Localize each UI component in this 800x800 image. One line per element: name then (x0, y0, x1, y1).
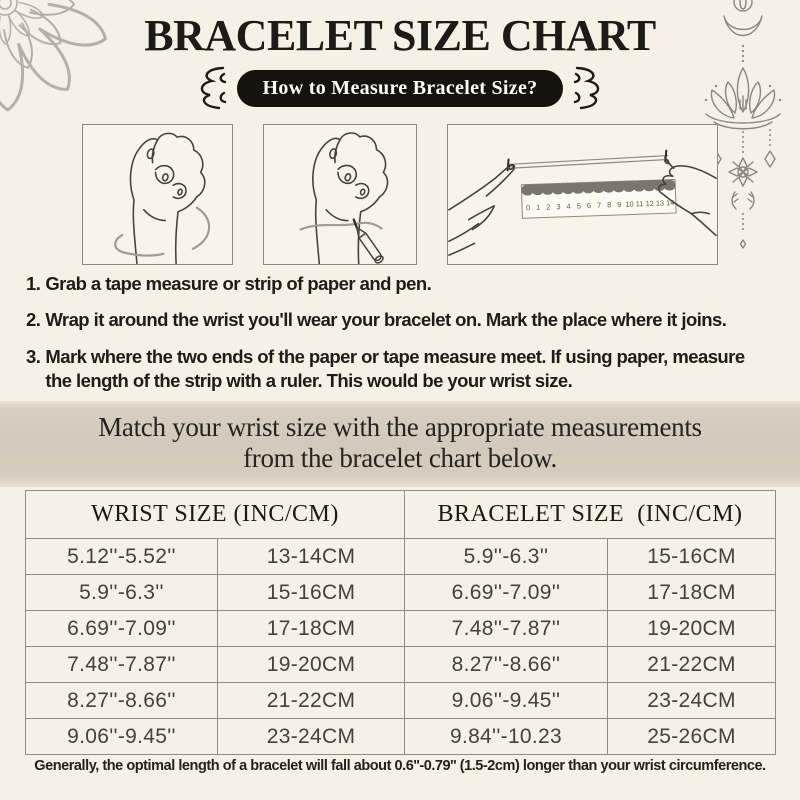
table-cell: 21-22CM (217, 682, 405, 719)
table-cell: 7.48''-7.87'' (404, 610, 608, 647)
svg-text:8: 8 (607, 200, 611, 209)
step-3: 3. Mark where the two ends of the paper … (26, 345, 770, 394)
table-cell: 6.69''-7.09'' (404, 574, 608, 611)
table-cell: 9.06''-9.45'' (404, 682, 608, 719)
step-2: 2. Wrap it around the wrist you'll wear … (26, 308, 770, 332)
table-row: 6.69''-7.09'' 17-18CM 7.48''-7.87'' 19-2… (25, 610, 776, 647)
step-number: 3. (26, 345, 41, 367)
table-header-row: WRIST SIZE (INC/CM) BRACELET SIZE (INC/C… (25, 490, 776, 539)
right-hand (657, 156, 717, 237)
svg-text:11: 11 (636, 199, 644, 208)
table-row: 8.27''-8.66'' 21-22CM 9.06''-9.45'' 23-2… (25, 682, 776, 719)
table-row: 5.12''-5.52'' 13-14CM 5.9''-6.3'' 15-16C… (25, 538, 776, 575)
table-cell: 17-18CM (217, 610, 405, 647)
banner-line-1: Match your wrist size with the appropria… (98, 412, 702, 442)
svg-text:6: 6 (587, 201, 591, 210)
page-title: BRACELET SIZE CHART (144, 11, 656, 60)
badge-row: How to Measure Bracelet Size? (0, 66, 800, 110)
illustration-mark-pen (263, 124, 417, 265)
measure-steps: 1. Grab a tape measure or strip of paper… (26, 272, 770, 406)
paper-strip (507, 154, 669, 169)
table-cell: 17-18CM (607, 574, 776, 611)
table-cell: 19-20CM (607, 610, 776, 647)
lotus-ornament-icon (704, 0, 782, 249)
table-cell: 5.12''-5.52'' (25, 538, 218, 575)
table-cell: 21-22CM (607, 646, 776, 683)
svg-text:2: 2 (546, 202, 550, 211)
step-text: Grab a tape measure or strip of paper an… (45, 273, 432, 294)
table-cell: 15-16CM (217, 574, 405, 611)
svg-text:4: 4 (566, 202, 570, 211)
table-cell: 8.27''-8.66'' (25, 682, 218, 719)
bracelet-size-header: BRACELET SIZE (INC/CM) (404, 490, 776, 539)
table-cell: 9.06''-9.45'' (25, 718, 218, 755)
svg-text:1: 1 (536, 203, 540, 212)
table-cell: 23-24CM (217, 718, 405, 755)
table-cell: 6.69''-7.09'' (25, 610, 218, 647)
svg-text:7: 7 (597, 201, 601, 210)
step-number: 2. (26, 309, 41, 331)
svg-text:13: 13 (656, 198, 665, 207)
svg-text:14: 14 (666, 198, 675, 207)
table-cell: 23-24CM (607, 682, 776, 719)
ruler-numbers: 0 1 2 3 4 5 6 7 8 9 10 11 12 13 14 (526, 198, 675, 212)
table-row: 9.06''-9.45'' 23-24CM 9.84''-10.23 25-26… (25, 718, 776, 755)
svg-text:12: 12 (646, 199, 655, 208)
table-cell: 15-16CM (607, 538, 776, 575)
match-banner: Match your wrist size with the appropria… (0, 401, 800, 487)
svg-text:9: 9 (617, 200, 621, 209)
svg-text:10: 10 (625, 200, 634, 209)
step-1: 1. Grab a tape measure or strip of paper… (26, 272, 770, 296)
step-text: Wrap it around the wrist you'll wear you… (45, 309, 727, 331)
table-cell: 13-14CM (217, 538, 405, 575)
step-number: 1. (26, 273, 41, 294)
table-cell: 7.48''-7.87'' (25, 646, 218, 683)
table-cell: 19-20CM (217, 646, 405, 683)
mandala-flower-icon (0, 0, 107, 112)
footnote: Generally, the optimal length of a brace… (34, 758, 766, 774)
table-cell: 5.9''-6.3'' (404, 538, 608, 575)
table-cell: 25-26CM (607, 718, 776, 755)
table-cell: 5.9''-6.3'' (25, 574, 218, 611)
banner-line-2: from the bracelet chart below. (243, 443, 557, 473)
svg-text:5: 5 (577, 201, 581, 210)
table-row: 7.48''-7.87'' 19-20CM 8.27''-8.66'' 21-2… (25, 646, 776, 683)
table-cell: 8.27''-8.66'' (404, 646, 608, 683)
size-table: WRIST SIZE (INC/CM) BRACELET SIZE (INC/C… (25, 490, 776, 755)
table-cell: 9.84''-10.23 (404, 718, 608, 755)
step-text: Mark where the two ends of the paper or … (45, 345, 745, 392)
left-hand (448, 164, 516, 256)
flourish-right-icon (574, 66, 600, 110)
wrist-size-header: WRIST SIZE (INC/CM) (25, 490, 405, 539)
svg-text:3: 3 (556, 202, 560, 211)
measure-question-badge: How to Measure Bracelet Size? (236, 69, 564, 107)
illustration-measure-ruler: 0 1 2 3 4 5 6 7 8 9 10 11 12 13 14 (447, 124, 718, 265)
table-row: 5.9''-6.3'' 15-16CM 6.69''-7.09'' 17-18C… (25, 574, 776, 611)
flourish-left-icon (200, 66, 226, 110)
illustration-wrap-tape (82, 124, 233, 265)
svg-text:0: 0 (526, 203, 530, 212)
